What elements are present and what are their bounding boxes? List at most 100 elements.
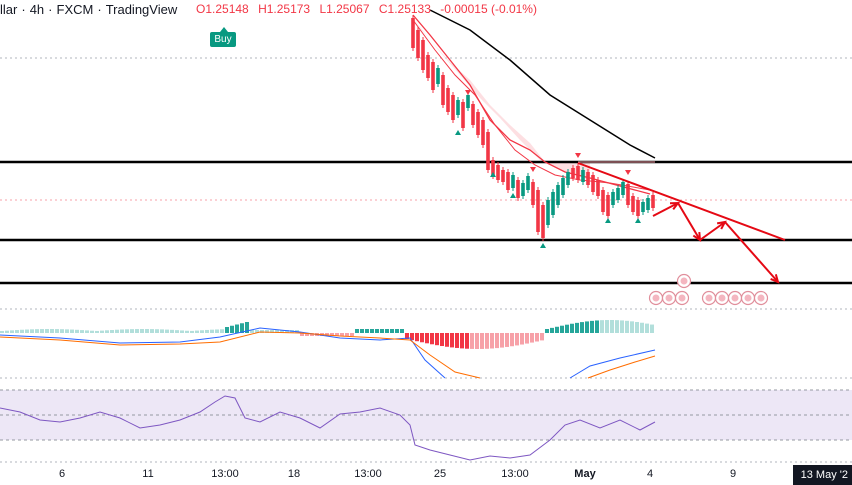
- x-tick-label: 9: [729, 468, 737, 480]
- macd-bar: [380, 329, 384, 333]
- macd-bar: [130, 329, 134, 333]
- rsi-line: [0, 395, 656, 461]
- macd-bar: [400, 329, 404, 333]
- macd-bar: [335, 333, 339, 336]
- macd-bar: [85, 330, 89, 333]
- candle-body: [576, 166, 580, 180]
- x-tick-label: 13:00: [211, 468, 239, 480]
- macd-bar: [45, 329, 49, 333]
- macd-bar: [265, 330, 269, 333]
- candle-body: [471, 104, 475, 125]
- macd-bar: [645, 323, 649, 333]
- candle-body: [616, 188, 620, 200]
- macd-bar: [460, 333, 464, 349]
- macd-bar: [70, 329, 74, 333]
- candle-body: [486, 132, 490, 170]
- macd-bar: [35, 329, 39, 333]
- candle-body: [546, 200, 550, 225]
- date-badge: 13 May '2: [792, 465, 852, 485]
- macd-line-2: [569, 349, 656, 379]
- candle-body: [526, 176, 530, 190]
- macd-bar: [230, 325, 234, 333]
- buy-signal-label[interactable]: Buy: [210, 27, 236, 47]
- candle-body: [426, 55, 430, 78]
- macd-bar: [145, 329, 149, 333]
- interval-label[interactable]: 4h: [29, 1, 45, 17]
- macd-bar: [25, 329, 29, 333]
- macd-bar: [40, 329, 44, 333]
- candle-body: [511, 175, 515, 188]
- candle-body: [561, 178, 565, 195]
- macd-bar: [510, 333, 514, 347]
- macd-bar: [210, 329, 214, 333]
- macd-bar: [640, 322, 644, 333]
- macd-bar: [445, 333, 449, 347]
- candle-body: [551, 192, 555, 215]
- candle-body: [636, 200, 640, 216]
- candle-body: [521, 183, 525, 196]
- macd-bar: [465, 333, 469, 349]
- slow-ma: [429, 9, 656, 159]
- macd-bar: [170, 329, 174, 333]
- fast-ma-2: [412, 19, 651, 191]
- candle-body: [451, 95, 455, 120]
- projection-arrow: [652, 202, 679, 217]
- macd-bar: [475, 333, 479, 349]
- signal-line-2: [587, 355, 656, 379]
- macd-bar: [585, 321, 589, 333]
- macd-bar: [150, 329, 154, 333]
- symbol-header: llar · 4h · FXCM · TradingView: [0, 0, 181, 18]
- macd-bar: [470, 333, 474, 349]
- projection-arrow: [699, 221, 726, 241]
- macd-bar: [75, 329, 79, 333]
- candle-body: [586, 172, 590, 185]
- x-tick-label: 13:00: [501, 468, 529, 480]
- macd-bar: [340, 333, 344, 336]
- candle-body: [591, 175, 595, 192]
- macd-bar: [180, 330, 184, 333]
- macd-bar: [450, 333, 454, 348]
- candle-body: [431, 62, 435, 90]
- candle-body: [621, 182, 625, 195]
- exchange-label: FXCM: [56, 1, 94, 17]
- macd-bar: [305, 333, 309, 336]
- macd-bar: [20, 329, 24, 333]
- macd-bar: [410, 333, 414, 341]
- macd-bar: [500, 333, 504, 348]
- macd-bar: [565, 324, 569, 333]
- macd-bar: [345, 333, 349, 336]
- macd-bar: [185, 330, 189, 333]
- symbol-name[interactable]: llar: [0, 1, 18, 17]
- candle-body: [581, 170, 585, 182]
- ohlc-readout: O1.25148 H1.25173 L1.25067 C1.25133 -0.0…: [196, 0, 543, 18]
- x-tick-label: 13:00: [354, 468, 382, 480]
- macd-bar: [615, 320, 619, 333]
- macd-bar: [485, 333, 489, 349]
- x-tick-label: 25: [433, 468, 447, 480]
- macd-bar: [570, 323, 574, 333]
- macd-bar: [555, 326, 559, 333]
- candle-body: [411, 18, 415, 48]
- macd-bar: [440, 333, 444, 347]
- macd-bar: [250, 330, 254, 333]
- macd-bar: [95, 330, 99, 333]
- candle-body: [536, 190, 540, 232]
- macd-bar: [155, 329, 159, 333]
- macd-bar: [605, 320, 609, 333]
- open-value: O1.25148: [196, 2, 249, 16]
- macd-bar: [530, 333, 534, 343]
- macd-bar: [495, 333, 499, 349]
- candle-body: [641, 202, 645, 212]
- macd-bar: [435, 333, 439, 346]
- macd-bar: [255, 330, 259, 333]
- macd-bar: [30, 329, 34, 333]
- macd-bar: [360, 329, 364, 333]
- sep-3: ·: [97, 1, 102, 17]
- buy-marker: [455, 130, 461, 135]
- trendline: [577, 162, 786, 241]
- macd-bar: [425, 333, 429, 344]
- macd-bar: [15, 330, 19, 333]
- x-tick-label: 4: [646, 468, 654, 480]
